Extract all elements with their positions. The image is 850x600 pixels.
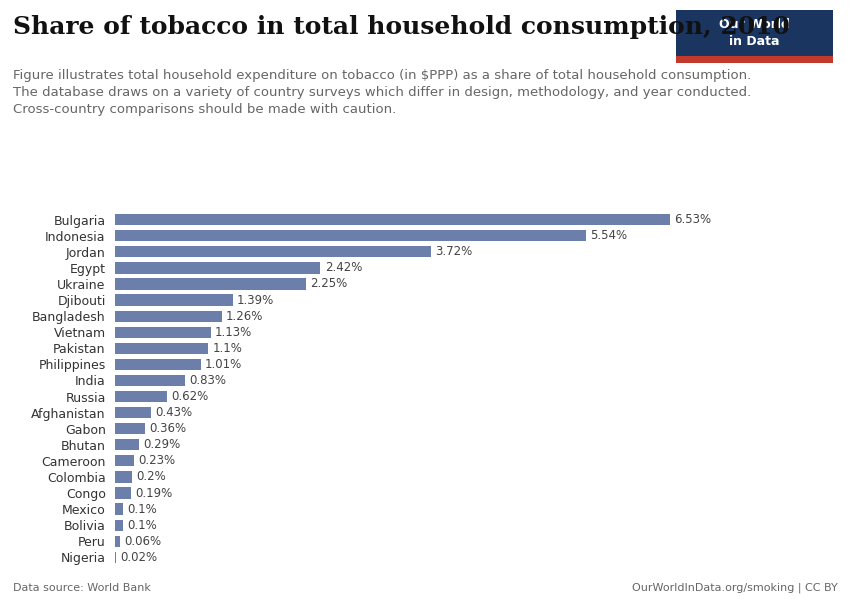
- Text: 0.1%: 0.1%: [128, 503, 157, 515]
- Bar: [115, 520, 123, 531]
- Text: 0.2%: 0.2%: [136, 470, 166, 484]
- FancyBboxPatch shape: [676, 10, 833, 63]
- Text: 1.01%: 1.01%: [205, 358, 242, 371]
- Bar: [115, 472, 132, 482]
- Text: 1.13%: 1.13%: [215, 326, 252, 339]
- Bar: [115, 214, 670, 225]
- Text: Data source: World Bank: Data source: World Bank: [13, 583, 150, 593]
- Bar: [115, 326, 211, 338]
- Text: 0.19%: 0.19%: [135, 487, 173, 500]
- Text: 0.36%: 0.36%: [150, 422, 187, 435]
- Text: 1.26%: 1.26%: [226, 310, 264, 323]
- Text: 0.23%: 0.23%: [139, 454, 176, 467]
- Bar: [115, 359, 201, 370]
- Bar: [115, 552, 116, 563]
- Text: 0.1%: 0.1%: [128, 518, 157, 532]
- Bar: [115, 230, 586, 241]
- Text: in Data: in Data: [729, 35, 779, 49]
- Text: Our World: Our World: [719, 18, 790, 31]
- Text: Figure illustrates total household expenditure on tobacco (in $PPP) as a share o: Figure illustrates total household expen…: [13, 69, 751, 116]
- Bar: [115, 407, 151, 418]
- Text: 0.06%: 0.06%: [124, 535, 162, 548]
- Bar: [115, 246, 431, 257]
- Text: 1.1%: 1.1%: [212, 342, 242, 355]
- Bar: [115, 375, 185, 386]
- Bar: [115, 503, 123, 515]
- Bar: [115, 295, 233, 305]
- Text: OurWorldInData.org/smoking | CC BY: OurWorldInData.org/smoking | CC BY: [632, 582, 837, 593]
- Text: 2.42%: 2.42%: [325, 262, 362, 274]
- Text: 3.72%: 3.72%: [435, 245, 473, 259]
- Bar: [115, 311, 222, 322]
- Text: 0.02%: 0.02%: [121, 551, 158, 564]
- Text: 0.29%: 0.29%: [144, 438, 181, 451]
- Text: 6.53%: 6.53%: [674, 213, 711, 226]
- Text: 1.39%: 1.39%: [237, 293, 275, 307]
- Bar: [115, 343, 208, 354]
- Bar: [115, 278, 306, 290]
- Text: 0.62%: 0.62%: [172, 390, 209, 403]
- Bar: [115, 455, 134, 466]
- Bar: [115, 391, 167, 402]
- Bar: [115, 423, 145, 434]
- Text: 0.43%: 0.43%: [156, 406, 193, 419]
- FancyBboxPatch shape: [676, 56, 833, 63]
- Bar: [115, 536, 120, 547]
- Text: 2.25%: 2.25%: [310, 277, 348, 290]
- Bar: [115, 262, 320, 274]
- Bar: [115, 439, 139, 451]
- Text: 0.83%: 0.83%: [190, 374, 227, 387]
- Bar: [115, 487, 131, 499]
- Text: Share of tobacco in total household consumption, 2010: Share of tobacco in total household cons…: [13, 15, 790, 39]
- Text: 5.54%: 5.54%: [590, 229, 627, 242]
